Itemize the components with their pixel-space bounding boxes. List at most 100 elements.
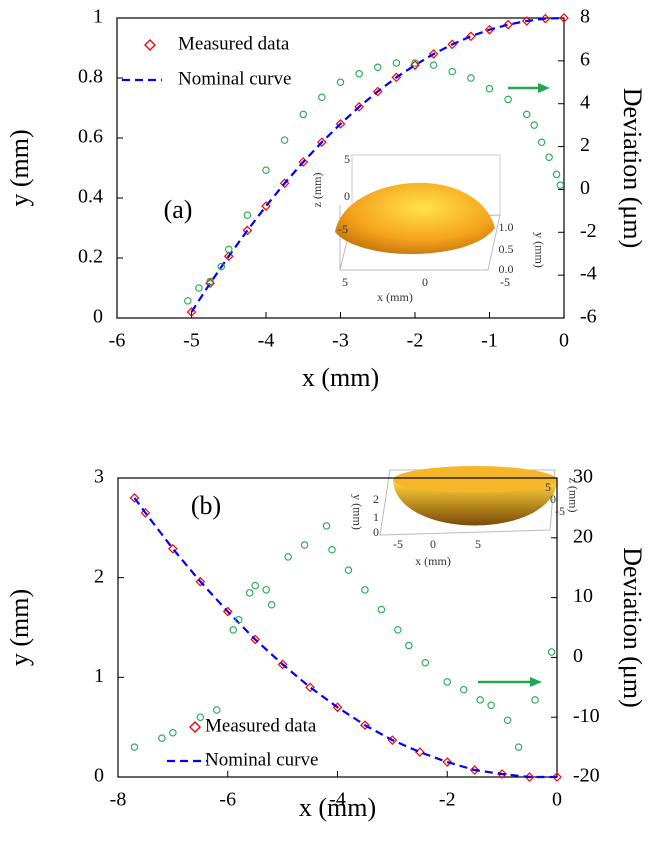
data-point [546,154,552,160]
dome-surface [335,183,495,254]
x-axis-label: x (mm) [299,793,376,822]
inset-tick-label: 0 [422,275,428,289]
plot-frame [117,18,564,318]
data-point [416,748,424,756]
inset-tick-label: 5 [344,152,350,166]
y-axis-label: y (mm) [5,589,34,666]
y-tick-label: 3 [94,466,104,488]
y-tick-label: 2 [94,565,104,587]
y-tick-label: 0 [93,306,103,328]
data-point [538,139,544,145]
x-tick-label: -2 [407,330,424,352]
legend-label: Nominal curve [178,68,291,89]
inset-a [335,155,500,270]
panel-label: (b) [191,491,221,520]
x-tick-label: -8 [110,789,127,811]
y-tick-label: 0.2 [78,246,103,268]
inset-tick-label: -5 [500,275,510,289]
figure: -6-5-4-3-2-1000.20.40.60.81-6-4-202468x … [0,0,652,859]
data-point [467,32,475,40]
data-point [319,94,325,100]
data-point [345,567,351,573]
y-tick-label: 0.4 [78,186,103,208]
data-point [375,64,381,70]
y2-tick-label: -20 [573,765,600,787]
data-point [323,523,329,529]
data-point [281,137,287,143]
data-point [356,71,362,77]
y2-tick-label: -4 [580,263,597,285]
arrow [478,83,550,687]
inset-x-label: x (mm) [377,290,413,304]
y2-tick-label: 4 [580,91,590,113]
inset-tick-label: 1 [373,510,379,524]
data-point [285,554,291,560]
legend-label: Measured data [178,33,290,54]
inset-y-label: y (mm) [532,232,546,268]
inset-tick-label: -5 [393,537,403,551]
data-point [196,285,202,291]
inset-tick-label: -5 [338,222,348,236]
y2-tick-label: 0 [580,177,590,199]
data-point [486,86,492,92]
data-point [337,79,343,85]
data-point [468,75,474,81]
inset-tick-label: 0 [344,189,350,203]
inset-tick-label: 1.0 [499,220,514,234]
data-point [170,730,176,736]
x-tick-label: -2 [439,789,456,811]
y-tick-label: 0.8 [78,66,103,88]
y-tick-label: 0 [94,765,104,787]
x-tick-label: -1 [481,330,498,352]
data-point [557,182,563,188]
data-point [422,660,428,666]
data-point [504,717,510,723]
y2-tick-label: 20 [573,525,593,547]
y2-tick-label: -10 [573,705,600,727]
inset-b [380,466,557,535]
inset-z-label: z (mm) [566,478,580,513]
y-tick-label: 0.6 [78,126,103,148]
y2-axis-label: Deviation (μm) [618,547,647,708]
x-tick-label: -4 [258,330,275,352]
data-point [247,590,253,596]
data-point [185,298,191,304]
data-point [268,602,274,608]
x-tick-label: -6 [109,330,126,352]
y-tick-label: 1 [94,665,104,687]
data-point [244,212,250,218]
inset-x-label: x (mm) [415,554,451,568]
data-point [252,582,258,588]
data-point [362,587,368,593]
y2-tick-label: 8 [580,6,590,28]
inset-tick-label: 5 [342,275,348,289]
legend-label: Measured data [205,715,317,736]
data-line [134,498,557,777]
y2-tick-label: 6 [580,48,590,70]
x-axis-label: x (mm) [302,363,379,392]
inset-tick-label: 0 [430,537,436,551]
legend-marker [190,722,200,732]
x-tick-label: -6 [219,789,236,811]
y-axis-label: y (mm) [5,129,34,206]
data-point [477,697,483,703]
data-point [406,642,412,648]
data-point [488,702,494,708]
data-point [263,587,269,593]
panel-label: (a) [164,195,193,224]
data-point [393,60,399,66]
data-point [505,96,511,102]
x-tick-label: -3 [332,330,349,352]
data-point [329,547,335,553]
y2-tick-label: 10 [573,585,593,607]
data-point [515,744,521,750]
y-tick-label: 1 [93,6,103,28]
inset-y-label: y (mm) [350,494,364,530]
inset-tick-label: 0.0 [499,262,514,276]
data-point [159,735,165,741]
y2-axis-label: Deviation (μm) [618,88,647,249]
x-tick-label: 0 [552,789,562,811]
legend-label: Nominal curve [205,749,318,770]
data-point [395,627,401,633]
inset-tick-label: 2 [373,492,379,506]
